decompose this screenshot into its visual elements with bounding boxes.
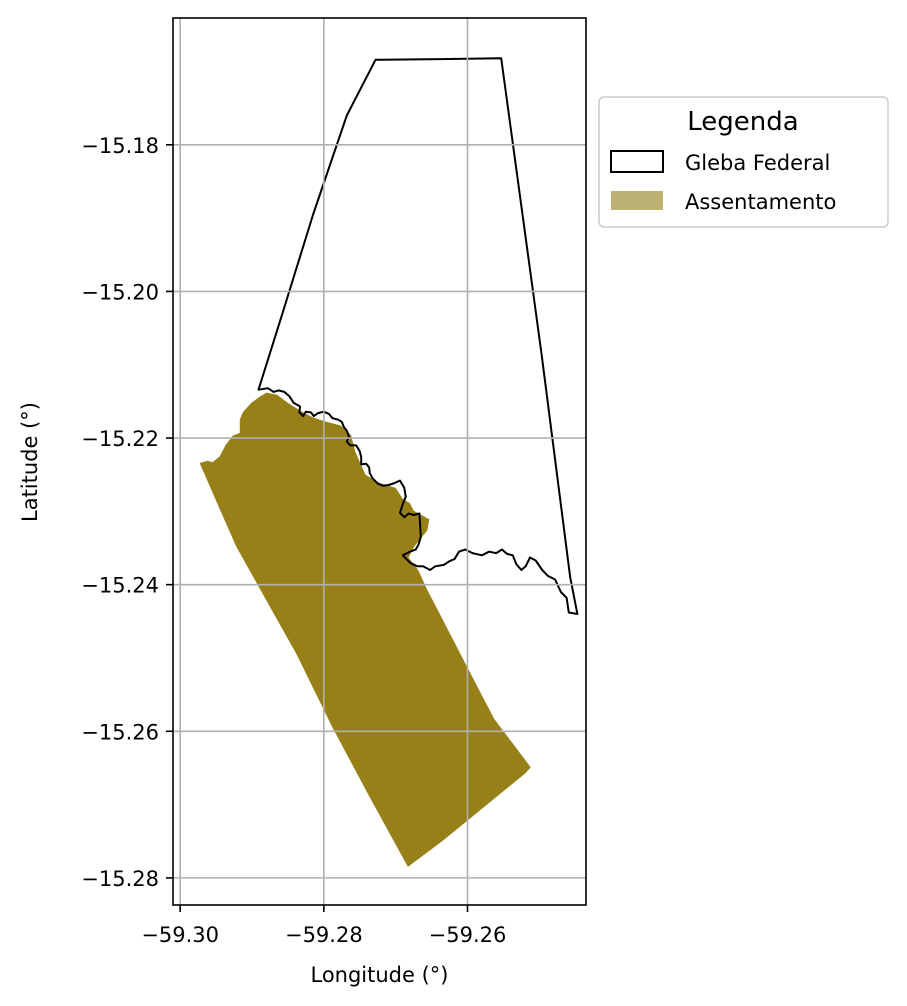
x-axis-label: Longitude (°) (310, 963, 448, 987)
legend: Legenda Gleba Federal Assentamento (599, 97, 888, 227)
y-axis-label: Latitude (°) (18, 402, 42, 522)
legend-swatch-assentamento (611, 191, 663, 210)
legend-swatch-gleba-federal (611, 151, 663, 172)
y-tick-label: −15.28 (81, 867, 159, 891)
y-tick-label: −15.22 (81, 427, 159, 451)
legend-label-gleba-federal: Gleba Federal (685, 151, 830, 175)
y-tick-label: −15.26 (81, 720, 159, 744)
y-tick-label: −15.24 (81, 574, 159, 598)
y-tick-label: −15.18 (81, 134, 159, 158)
x-tick-label: −59.28 (285, 923, 363, 947)
legend-label-assentamento: Assentamento (685, 190, 836, 214)
x-tick-label: −59.26 (429, 923, 507, 947)
x-tick-label: −59.30 (141, 923, 219, 947)
y-tick-label: −15.20 (81, 280, 159, 304)
legend-title: Legenda (687, 107, 798, 137)
